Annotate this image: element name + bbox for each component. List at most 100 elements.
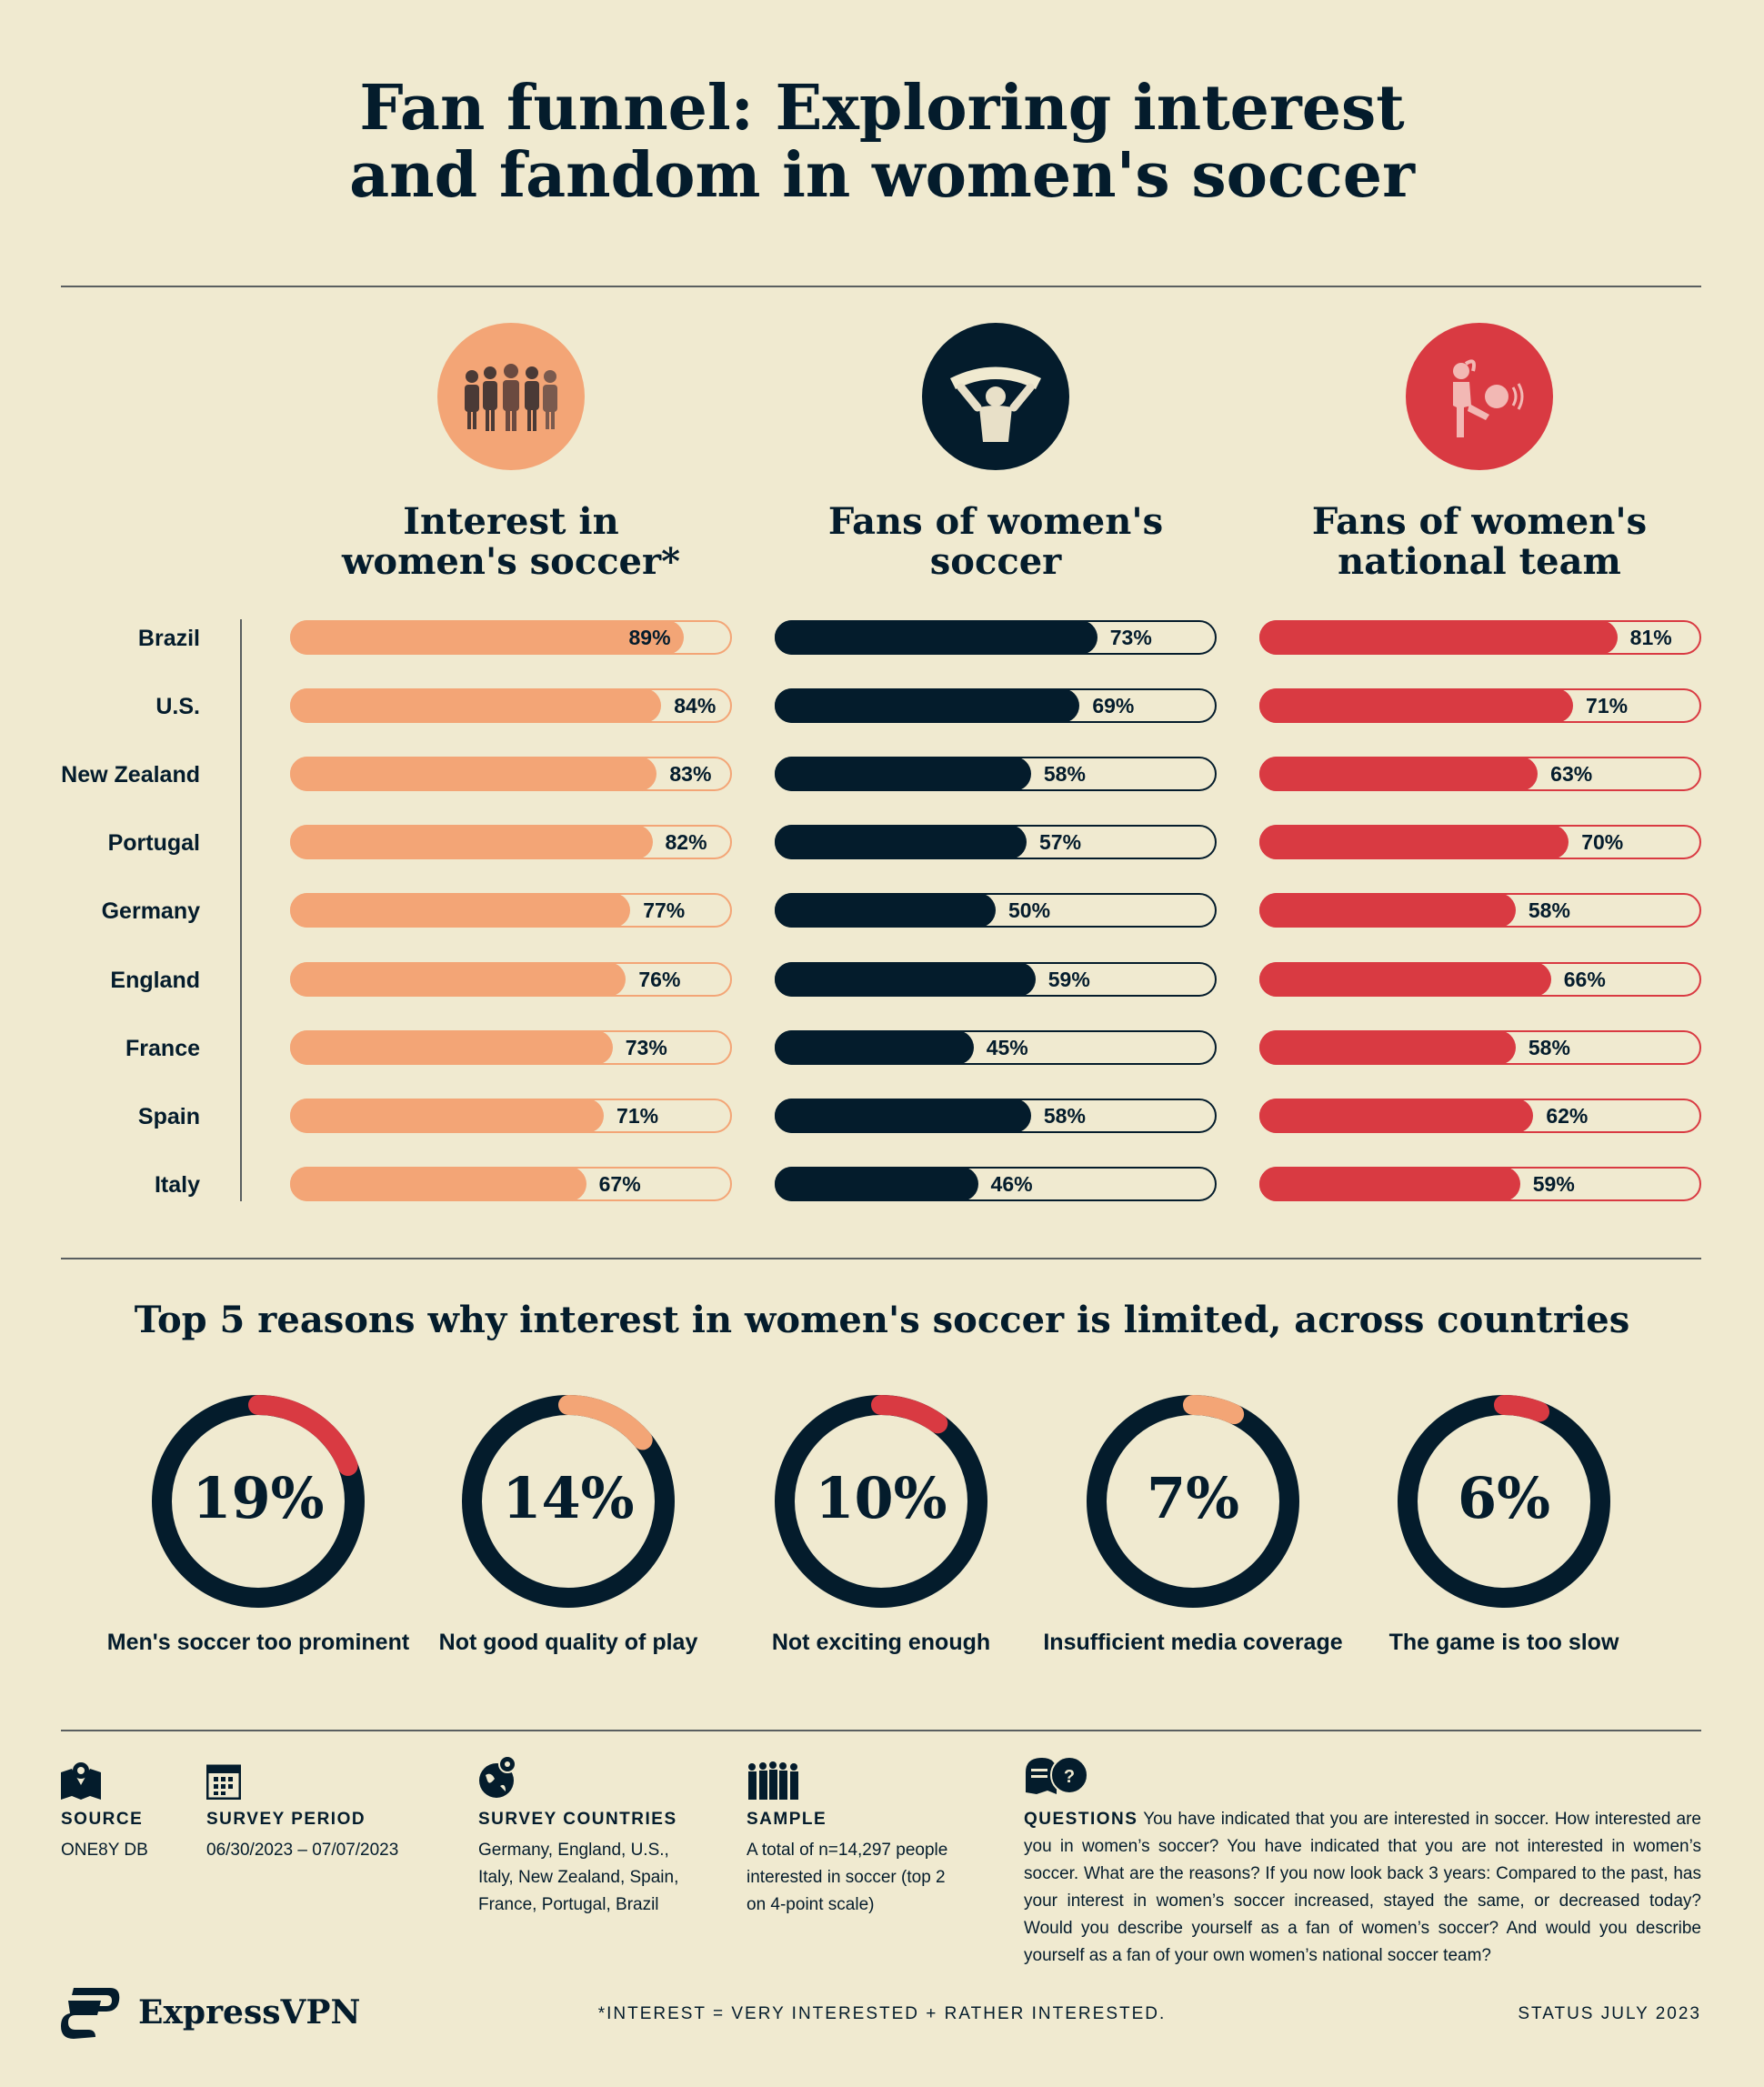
sample-value: A total of n=14,297 people interested in …: [747, 1841, 948, 1914]
donut-label: Not good quality of play: [438, 1630, 698, 1655]
fan-with-scarf-icon: [922, 323, 1069, 470]
bar-value-label: 71%: [1586, 694, 1629, 718]
bar: [775, 1098, 1031, 1133]
bar-value-label: 45%: [986, 1035, 1028, 1059]
divider: [61, 1730, 1701, 1731]
bar-value-label: 77%: [643, 898, 686, 923]
bar-value-label: 46%: [990, 1171, 1033, 1196]
bar-track: 81%: [1259, 620, 1701, 655]
donut-value: 19%: [192, 1465, 325, 1531]
bar-track: 69%: [775, 688, 1217, 724]
bar-value-label: 71%: [616, 1103, 659, 1128]
bar-track: 89%: [290, 620, 732, 655]
survey-period-label: SURVEY PERIOD: [206, 1810, 366, 1829]
bar: [1259, 1098, 1534, 1133]
axis-line: [240, 619, 242, 1201]
bar-track: 58%: [775, 757, 1217, 792]
bar: [290, 620, 684, 655]
bar-value-label: 84%: [674, 694, 717, 718]
map-pin-icon: [61, 1762, 101, 1800]
bar-track: 62%: [1259, 1098, 1701, 1133]
survey-period-value: 06/30/2023 – 07/07/2023: [206, 1841, 399, 1860]
crowd-icon: [437, 323, 585, 470]
bar: [290, 1029, 613, 1065]
country-label: U.S.: [155, 694, 200, 720]
bar: [775, 893, 996, 928]
bar-track: 77%: [290, 893, 732, 928]
bar: [1259, 1029, 1516, 1065]
title-line-1: Fan funnel: Exploring interest: [359, 72, 1405, 145]
bar-track: 83%: [290, 757, 732, 792]
bar: [1259, 688, 1574, 724]
bar: [1259, 1166, 1520, 1201]
bar-value-label: 69%: [1092, 694, 1135, 718]
donut-segment: [1183, 1395, 1245, 1425]
donut-label: Insufficient media coverage: [1043, 1630, 1343, 1655]
expressvpn-logo-icon: [61, 1988, 120, 2039]
bar: [290, 893, 631, 928]
bar-value-label: 73%: [625, 1035, 667, 1059]
reasons-title: Top 5 reasons why interest in women's so…: [134, 1299, 1630, 1341]
bar: [290, 1098, 605, 1133]
bar-track: 66%: [1259, 961, 1701, 997]
bar: [775, 961, 1036, 997]
bar-track: 71%: [1259, 688, 1701, 724]
bar-track: 46%: [775, 1166, 1217, 1201]
bar-value-label: 58%: [1043, 762, 1086, 787]
donut-segment: [558, 1395, 653, 1450]
bar: [290, 757, 657, 792]
bar-track: 59%: [1259, 1166, 1701, 1201]
bar-track: 50%: [775, 893, 1217, 928]
bar-track: 71%: [290, 1098, 732, 1133]
donut-value: 14%: [502, 1465, 635, 1531]
bar: [290, 825, 653, 860]
bar-value-label: 57%: [1039, 830, 1082, 855]
title-line-2: and fandom in women's soccer: [349, 139, 1415, 212]
donut-value: 7%: [1146, 1465, 1240, 1531]
svg-text:?: ?: [1064, 1767, 1075, 1787]
divider: [61, 1258, 1701, 1259]
bar-track: 45%: [775, 1029, 1217, 1065]
bar-track: 76%: [290, 961, 732, 997]
country-label: France: [125, 1035, 200, 1061]
country-label: England: [110, 967, 200, 993]
bar-value-label: 73%: [1109, 626, 1152, 649]
bar-value-label: 89%: [628, 626, 671, 649]
donut-segment: [1494, 1395, 1550, 1422]
bar-track: 58%: [1259, 1029, 1701, 1065]
donut-chart: [462, 1395, 675, 1608]
donut-chart: [1398, 1395, 1610, 1608]
speech-bubbles-icon: ?: [1026, 1756, 1088, 1794]
bar-value-label: 70%: [1581, 830, 1624, 855]
donut-segment: [871, 1395, 948, 1434]
donut-label: The game is too slow: [1388, 1630, 1619, 1655]
bar-track: 84%: [290, 688, 732, 724]
column-heading-fans: Fans of women's soccer: [827, 500, 1164, 583]
bar-value-label: 58%: [1528, 1035, 1570, 1059]
column-heading-interest: Interest in women's soccer*: [341, 500, 680, 583]
bar: [775, 1166, 978, 1201]
player-kicking-ball-icon: [1406, 323, 1553, 470]
donut-chart: [152, 1395, 365, 1608]
bar-track: 73%: [775, 620, 1217, 655]
footnote: *INTEREST = VERY INTERESTED + RATHER INT…: [597, 2004, 1167, 2023]
globe-pin-icon: [479, 1755, 516, 1798]
bar-value-label: 81%: [1629, 626, 1672, 649]
bar-track: 58%: [775, 1098, 1217, 1133]
bar-value-label: 58%: [1043, 1103, 1086, 1128]
status-date: STATUS JULY 2023: [1518, 2004, 1701, 2023]
country-label: Italy: [154, 1171, 200, 1198]
bar-value-label: 67%: [598, 1171, 641, 1196]
donut-label: Men's soccer too prominent: [106, 1630, 410, 1655]
survey-countries-value: Germany, England, U.S., Italy, New Zealan…: [478, 1841, 679, 1914]
bar: [775, 757, 1031, 792]
divider: [61, 286, 1701, 287]
donut-value: 6%: [1457, 1465, 1551, 1531]
bar: [290, 688, 662, 724]
donut-label: Not exciting enough: [771, 1630, 991, 1655]
bar-value-label: 76%: [638, 967, 681, 991]
source-value: ONE8Y DB: [61, 1841, 148, 1860]
bar-track: 73%: [290, 1029, 732, 1065]
bar-track: 67%: [290, 1166, 732, 1201]
donut-chart: [775, 1395, 987, 1608]
